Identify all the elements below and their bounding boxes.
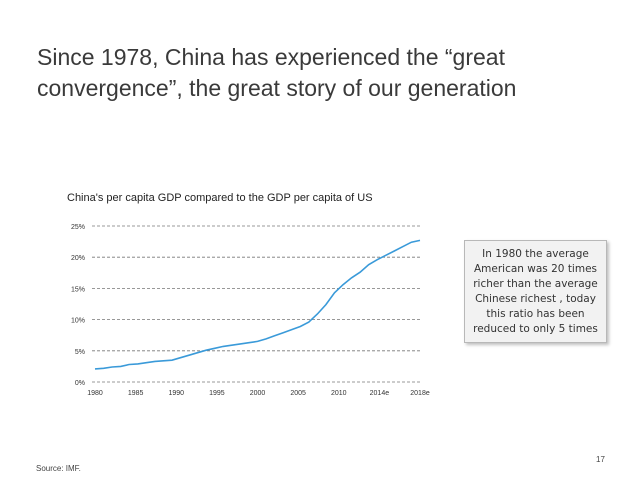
chart-gridlines	[92, 225, 422, 383]
x-tick-label: 1985	[128, 390, 144, 397]
y-tick-label: 5%	[75, 349, 85, 356]
x-tick-label: 2014e	[370, 390, 390, 397]
y-tick-label: 10%	[71, 318, 85, 325]
y-tick-label: 15%	[71, 286, 85, 293]
series-line	[94, 239, 421, 370]
callout-text: In 1980 the average American was 20 time…	[473, 247, 598, 335]
source-note: Source: IMF.	[36, 464, 81, 473]
y-tick-label: 25%	[71, 224, 85, 231]
x-tick-label: 1980	[87, 390, 103, 397]
y-tick-label: 20%	[71, 255, 85, 262]
callout-box: In 1980 the average American was 20 time…	[464, 240, 607, 343]
x-tick-label: 2010	[331, 390, 347, 397]
x-tick-label: 2000	[250, 390, 266, 397]
slide-title: Since 1978, China has experienced the “g…	[37, 44, 517, 101]
x-tick-label: 2005	[290, 390, 306, 397]
y-tick-label: 0%	[75, 380, 85, 387]
x-tick-label: 1995	[209, 390, 225, 397]
x-axis-tick-labels: 1980 1985 1990 1995 2000 2005 2010 2014e 2018e	[87, 390, 430, 397]
chart-title: China's per capita GDP compared to the G…	[67, 192, 373, 204]
page-number: 17	[596, 455, 605, 464]
y-axis-tick-labels: 0% 5% 10% 15% 20% 25%	[71, 224, 85, 387]
x-tick-label: 2018e	[410, 390, 430, 397]
x-tick-label: 1990	[168, 390, 184, 397]
